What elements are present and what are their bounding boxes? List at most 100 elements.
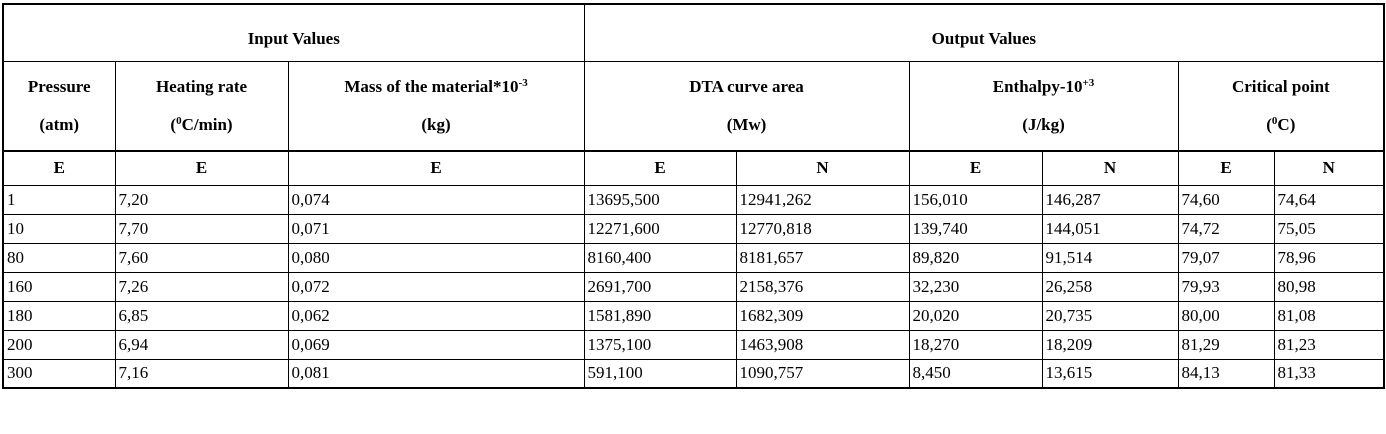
- table-cell: 1: [2, 184, 116, 215]
- table-cell: 81,08: [1273, 300, 1385, 331]
- results-table: Input Values Output Values Pressure (atm…: [2, 3, 1386, 389]
- table-cell: 79,93: [1177, 271, 1275, 302]
- pressure-unit: (atm): [39, 114, 80, 134]
- table-cell: 1375,100: [583, 329, 737, 360]
- table-cell: 20,735: [1041, 300, 1179, 331]
- table-cell: 81,33: [1273, 358, 1385, 389]
- sub-header-cell: E: [114, 150, 289, 186]
- table-cell: 80,98: [1273, 271, 1385, 302]
- table-body: 1 7,20 0,074 13695,500 12941,262 156,010 146,2…: [2, 184, 1385, 389]
- table-cell: 75,05: [1273, 213, 1385, 244]
- dta-area-header: DTA curve area (Mw): [583, 60, 910, 152]
- mass-unit: (kg): [421, 114, 451, 134]
- heating-rate-name: Heating rate: [155, 76, 248, 96]
- table-cell: 74,60: [1177, 184, 1275, 215]
- table-cell: 12941,262: [735, 184, 910, 215]
- table-cell: 18,270: [908, 329, 1043, 360]
- dta-area-unit: (Mw): [726, 114, 767, 134]
- table-cell: 146,287: [1041, 184, 1179, 215]
- sub-header-cell: E: [583, 150, 737, 186]
- table-cell: 7,16: [114, 358, 289, 389]
- output-values-header: Output Values: [583, 3, 1385, 62]
- dta-area-name: DTA curve area: [689, 76, 804, 96]
- table-cell: 8160,400: [583, 242, 737, 273]
- table-cell: 1682,309: [735, 300, 910, 331]
- enthalpy-unit: (J/kg): [1022, 114, 1065, 134]
- table-cell: 160: [2, 271, 116, 302]
- table-cell: 32,230: [908, 271, 1043, 302]
- sub-header-cell: N: [735, 150, 910, 186]
- critical-point-name: Critical point: [1231, 76, 1330, 96]
- table-cell: 7,20: [114, 184, 289, 215]
- table-cell: 78,96: [1273, 242, 1385, 273]
- table-cell: 2158,376: [735, 271, 910, 302]
- critical-point-unit: (0C): [1266, 114, 1296, 134]
- table-cell: 0,080: [287, 242, 585, 273]
- table-row: 10 7,70 0,071 12271,600 12770,818 139,740 144,…: [2, 213, 1385, 244]
- sub-header-cell: E: [287, 150, 585, 186]
- table-cell: 180: [2, 300, 116, 331]
- table-cell: 20,020: [908, 300, 1043, 331]
- table-cell: 156,010: [908, 184, 1043, 215]
- table-cell: 79,07: [1177, 242, 1275, 273]
- sub-header-cell: E: [2, 150, 116, 186]
- pressure-name: Pressure: [27, 76, 91, 96]
- table-row: 300 7,16 0,081 591,100 1090,757 8,450 13,615 84…: [2, 358, 1385, 389]
- table-cell: 81,23: [1273, 329, 1385, 360]
- table-cell: 139,740: [908, 213, 1043, 244]
- table-cell: 18,209: [1041, 329, 1179, 360]
- sub-header-cell: E: [908, 150, 1043, 186]
- mass-name: Mass of the material*10-3: [344, 76, 528, 96]
- table-cell: 0,074: [287, 184, 585, 215]
- sub-header-row: E E E E N E N E N: [2, 150, 1385, 186]
- table-cell: 1090,757: [735, 358, 910, 389]
- table-row: 1 7,20 0,074 13695,500 12941,262 156,010 146,2…: [2, 184, 1385, 215]
- table-cell: 591,100: [583, 358, 737, 389]
- input-values-header: Input Values: [2, 3, 585, 62]
- table-cell: 6,85: [114, 300, 289, 331]
- table-cell: 80: [2, 242, 116, 273]
- table-cell: 0,081: [287, 358, 585, 389]
- table-cell: 7,70: [114, 213, 289, 244]
- table-cell: 91,514: [1041, 242, 1179, 273]
- table-row: 200 6,94 0,069 1375,100 1463,908 18,270 18,209…: [2, 329, 1385, 360]
- table-cell: 13,615: [1041, 358, 1179, 389]
- table-cell: 200: [2, 329, 116, 360]
- sub-header-cell: N: [1273, 150, 1385, 186]
- enthalpy-name: Enthalpy-10+3: [992, 76, 1095, 96]
- table-cell: 6,94: [114, 329, 289, 360]
- table-cell: 7,26: [114, 271, 289, 302]
- critical-point-header: Critical point (0C): [1177, 60, 1385, 152]
- pressure-header: Pressure (atm): [2, 60, 116, 152]
- mass-header: Mass of the material*10-3 (kg): [287, 60, 585, 152]
- table-cell: 12770,818: [735, 213, 910, 244]
- table-cell: 26,258: [1041, 271, 1179, 302]
- table-cell: 10: [2, 213, 116, 244]
- table-cell: 12271,600: [583, 213, 737, 244]
- parameter-header-row: Pressure (atm) Heating rate (0C/min) Mas…: [2, 60, 1385, 152]
- table-cell: 7,60: [114, 242, 289, 273]
- group-header-row: Input Values Output Values: [2, 3, 1385, 62]
- table-row: 80 7,60 0,080 8160,400 8181,657 89,820 91,514 7…: [2, 242, 1385, 273]
- table-cell: 8181,657: [735, 242, 910, 273]
- sub-header-cell: E: [1177, 150, 1275, 186]
- table-row: 160 7,26 0,072 2691,700 2158,376 32,230 26,258…: [2, 271, 1385, 302]
- table-cell: 74,64: [1273, 184, 1385, 215]
- table-cell: 1463,908: [735, 329, 910, 360]
- table-cell: 144,051: [1041, 213, 1179, 244]
- table-cell: 84,13: [1177, 358, 1275, 389]
- table-cell: 300: [2, 358, 116, 389]
- table-cell: 2691,700: [583, 271, 737, 302]
- table-cell: 1581,890: [583, 300, 737, 331]
- table-cell: 80,00: [1177, 300, 1275, 331]
- table-cell: 13695,500: [583, 184, 737, 215]
- table-row: 180 6,85 0,062 1581,890 1682,309 20,020 20,735…: [2, 300, 1385, 331]
- sub-header-cell: N: [1041, 150, 1179, 186]
- table-cell: 0,071: [287, 213, 585, 244]
- table-cell: 0,072: [287, 271, 585, 302]
- table-cell: 8,450: [908, 358, 1043, 389]
- table-cell: 0,069: [287, 329, 585, 360]
- heating-rate-unit: (0C/min): [170, 114, 233, 134]
- enthalpy-header: Enthalpy-10+3 (J/kg): [908, 60, 1179, 152]
- table-cell: 81,29: [1177, 329, 1275, 360]
